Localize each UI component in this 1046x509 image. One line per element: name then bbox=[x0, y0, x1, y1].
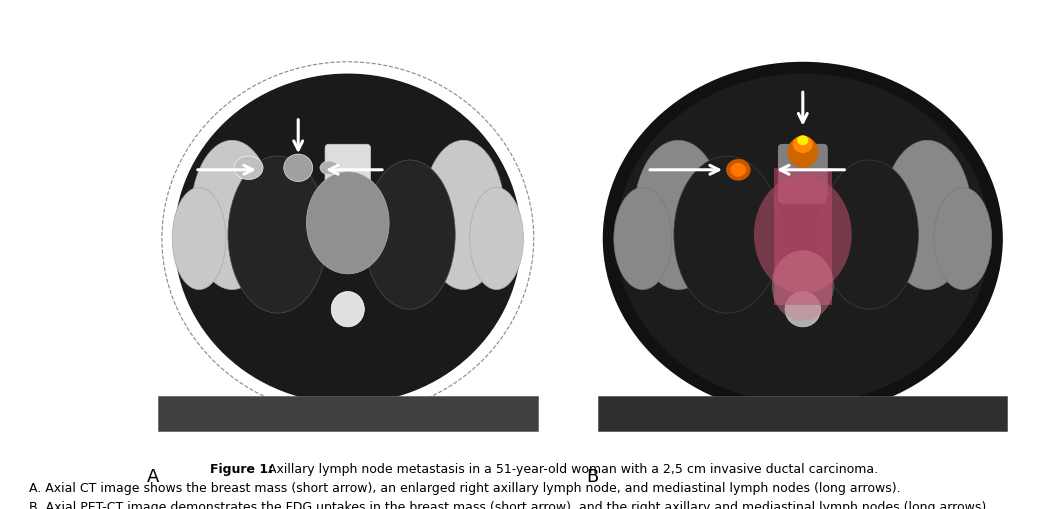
Text: Figure 1:: Figure 1: bbox=[210, 462, 273, 475]
Ellipse shape bbox=[228, 157, 327, 314]
Ellipse shape bbox=[306, 173, 389, 274]
Text: A. Axial CT image shows the breast mass (short arrow), an enlarged right axillar: A. Axial CT image shows the breast mass … bbox=[29, 481, 901, 494]
Ellipse shape bbox=[614, 188, 672, 290]
Ellipse shape bbox=[820, 161, 918, 309]
Ellipse shape bbox=[634, 141, 723, 290]
Ellipse shape bbox=[772, 251, 834, 321]
Text: Axillary lymph node metastasis in a 51-year-old woman with a 2,5 cm invasive duc: Axillary lymph node metastasis in a 51-y… bbox=[265, 462, 879, 475]
Ellipse shape bbox=[320, 162, 339, 175]
Ellipse shape bbox=[754, 176, 851, 294]
Ellipse shape bbox=[175, 74, 521, 404]
Ellipse shape bbox=[234, 157, 264, 180]
Ellipse shape bbox=[332, 292, 364, 327]
Ellipse shape bbox=[190, 141, 273, 290]
Ellipse shape bbox=[173, 188, 226, 290]
Ellipse shape bbox=[788, 137, 818, 168]
Text: A: A bbox=[146, 467, 159, 485]
Ellipse shape bbox=[784, 292, 821, 327]
Bar bbox=[774, 168, 832, 305]
Ellipse shape bbox=[793, 136, 813, 154]
Ellipse shape bbox=[470, 188, 523, 290]
Ellipse shape bbox=[730, 163, 746, 177]
Text: B. Axial PET-CT image demonstrates the FDG uptakes in the breast mass (short arr: B. Axial PET-CT image demonstrates the F… bbox=[29, 500, 991, 509]
Ellipse shape bbox=[423, 141, 505, 290]
Bar bbox=[598, 396, 1007, 431]
Ellipse shape bbox=[364, 161, 455, 309]
Text: B: B bbox=[586, 467, 598, 485]
Ellipse shape bbox=[797, 136, 809, 146]
Ellipse shape bbox=[883, 141, 972, 290]
Ellipse shape bbox=[934, 188, 992, 290]
Ellipse shape bbox=[616, 74, 990, 404]
Ellipse shape bbox=[674, 157, 780, 314]
Circle shape bbox=[283, 155, 313, 182]
FancyBboxPatch shape bbox=[325, 145, 370, 204]
Ellipse shape bbox=[602, 63, 1003, 415]
FancyBboxPatch shape bbox=[778, 145, 827, 204]
Ellipse shape bbox=[726, 160, 751, 181]
Bar bbox=[158, 396, 538, 431]
